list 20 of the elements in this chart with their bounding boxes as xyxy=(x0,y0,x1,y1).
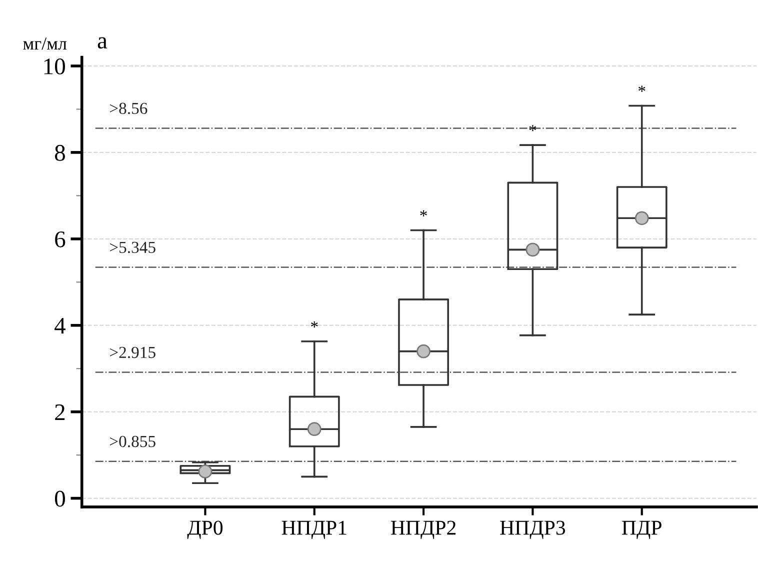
ref-line-label: >5.345 xyxy=(110,242,156,254)
x-tick-label: ПДР xyxy=(622,520,662,540)
annotation: * xyxy=(420,210,427,216)
annotation: * xyxy=(311,321,318,328)
y-tick-label: 10 xyxy=(44,58,65,74)
chart-title: а xyxy=(98,37,108,49)
y-tick-label: 0 xyxy=(54,490,65,507)
y-tick-label: 4 xyxy=(54,318,66,334)
y-tick-label: 8 xyxy=(54,144,65,161)
ref-line-label: >8.56 xyxy=(110,102,148,114)
y-tick-label: 2 xyxy=(55,404,65,420)
x-tick-label: НПДР2 xyxy=(390,520,456,540)
ref-line-label: >0.855 xyxy=(110,436,156,448)
annotation: * xyxy=(638,86,646,92)
x-tick-label: ДР0 xyxy=(187,520,223,540)
x-tick-label: НПДР1 xyxy=(282,520,346,540)
ref-line-label: >2.915 xyxy=(110,346,156,358)
y-axis-title: мг/мл xyxy=(23,38,67,50)
y-tick-label: 6 xyxy=(55,231,66,248)
x-tick-label: НПДР3 xyxy=(500,520,566,540)
